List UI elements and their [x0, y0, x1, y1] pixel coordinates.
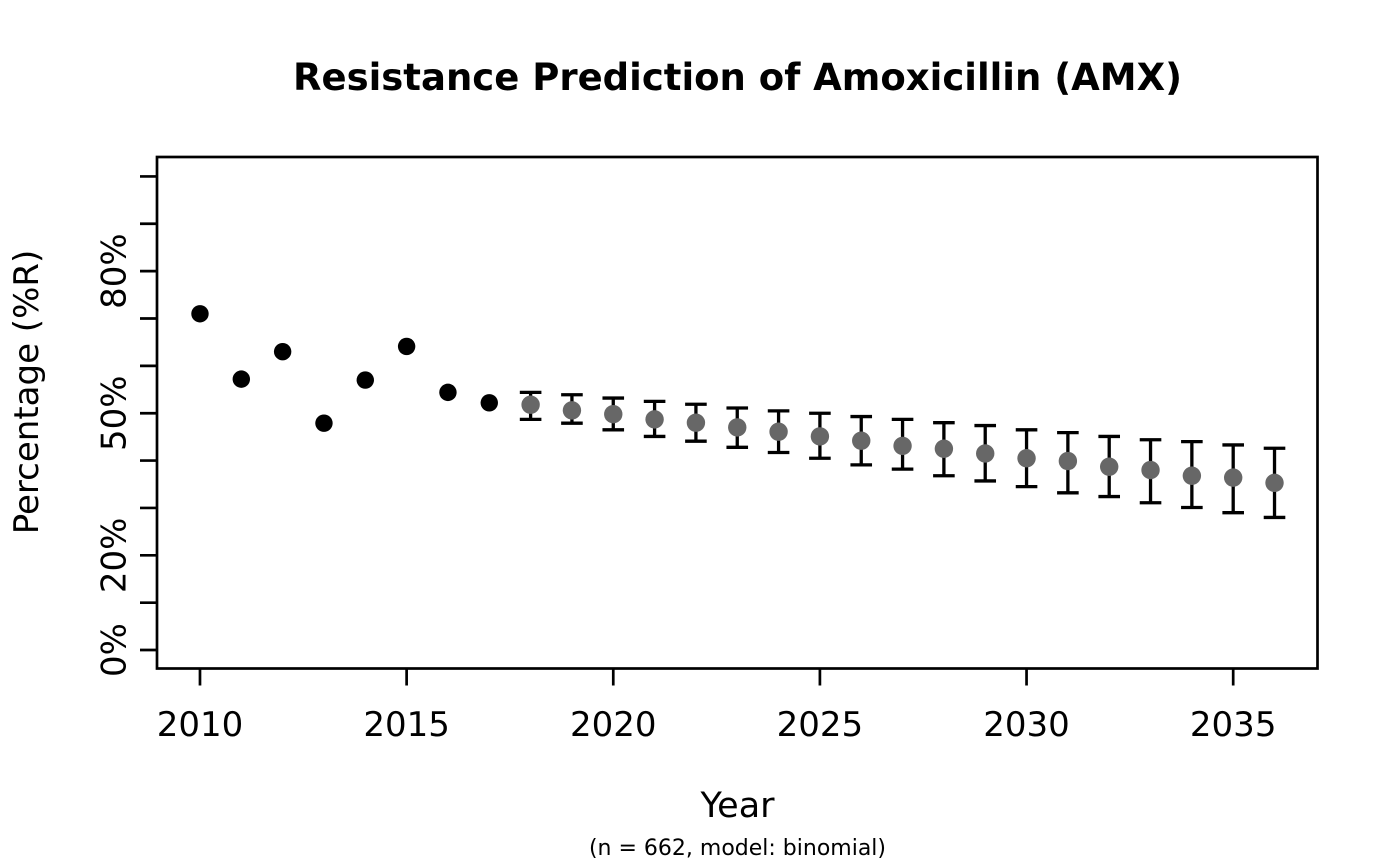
prediction-point — [645, 410, 664, 429]
observed-point — [232, 370, 251, 388]
chart-subtitle: (n = 662, model: binomial) — [588, 836, 887, 861]
prediction-point — [1182, 466, 1202, 485]
x-tick-label: 2020 — [570, 705, 657, 745]
prediction-point — [852, 431, 871, 450]
prediction-point — [728, 418, 747, 437]
prediction-point — [976, 444, 995, 463]
prediction-point — [810, 427, 830, 446]
prediction-point — [521, 395, 540, 414]
prediction-point — [562, 401, 582, 420]
x-tick-label: 2015 — [363, 705, 450, 745]
observed-point — [315, 414, 333, 432]
prediction-point — [934, 439, 954, 458]
prediction-point — [893, 436, 912, 456]
prediction-point — [1017, 449, 1036, 468]
observed-point — [273, 342, 292, 361]
observed-point — [397, 337, 416, 356]
prediction-point — [1058, 451, 1078, 471]
prediction-point — [769, 422, 788, 441]
y-tick-label: 0% — [95, 623, 135, 677]
observed-point — [191, 305, 209, 323]
observed-point — [480, 394, 498, 412]
prediction-point — [1141, 460, 1160, 480]
x-tick-label: 2030 — [983, 705, 1070, 745]
prediction-point — [686, 413, 706, 432]
y-tick-label: 80% — [95, 233, 135, 309]
prediction-point — [1100, 457, 1119, 476]
prediction-point — [604, 404, 623, 424]
x-tick-label: 2035 — [1190, 705, 1277, 745]
x-tick-label: 2025 — [777, 705, 864, 745]
prediction-point — [1265, 473, 1284, 493]
y-tick-label: 50% — [95, 375, 135, 451]
y-axis-label: Percentage (%R) — [7, 249, 47, 535]
x-tick-label: 2010 — [157, 705, 244, 745]
x-axis-label: Year — [700, 786, 775, 826]
chart-title: Resistance Prediction of Amoxicillin (AM… — [292, 56, 1183, 99]
observed-point — [439, 383, 457, 402]
prediction-point — [1223, 468, 1243, 487]
y-tick-label: 20% — [95, 518, 135, 594]
observed-point — [356, 371, 374, 389]
plot-border — [155, 155, 1319, 670]
